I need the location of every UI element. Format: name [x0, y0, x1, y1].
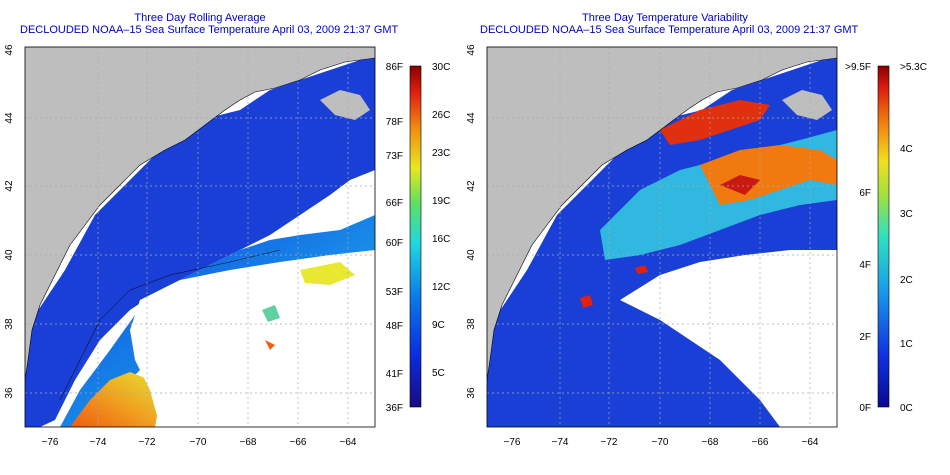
right-map	[487, 47, 837, 427]
right-cb-f-label: 0F	[859, 403, 871, 414]
right-map-frame	[486, 46, 838, 428]
right-lon-tick: −64	[802, 437, 819, 448]
right-colorbar-f-labels: >9.5F 6F 4F 2F 0F	[845, 62, 871, 414]
left-lat-tick: 38	[4, 318, 15, 330]
left-lat-tick: 40	[4, 249, 15, 261]
left-map-frame	[24, 46, 376, 428]
left-cb-c-label: 30C	[432, 62, 450, 73]
right-land	[487, 47, 837, 380]
left-title-main: Three Day Rolling Average	[134, 12, 266, 24]
left-map	[25, 47, 375, 427]
left-cb-f-label: 60F	[386, 238, 403, 249]
right-cb-f-label: >9.5F	[845, 62, 871, 73]
left-lat-tick: 44	[4, 112, 15, 124]
left-title: Three Day Rolling Average DECLOUDED NOAA…	[20, 12, 399, 36]
left-colorbar-c-labels: 30C 26C 23C 19C 16C 12C 9C 5C	[432, 62, 450, 379]
left-eddy-3	[265, 340, 275, 350]
right-cb-f-label: 6F	[859, 188, 871, 199]
right-lon-tick: −70	[652, 437, 669, 448]
left-cb-c-label: 16C	[432, 234, 450, 245]
right-lon-tick: −68	[702, 437, 719, 448]
left-cb-f-label: 73F	[386, 151, 403, 162]
left-cb-c-label: 19C	[432, 196, 450, 207]
left-eddy-2	[262, 305, 280, 322]
right-lon-tick: −66	[752, 437, 769, 448]
left-warm-eddy	[300, 262, 355, 285]
right-cb-c-label: 1C	[900, 339, 913, 350]
right-lat-axis: 46 44 42 40 38 36	[466, 44, 477, 399]
left-title-sub: DECLOUDED NOAA–15 Sea Surface Temperatur…	[20, 24, 399, 36]
right-high-variability	[660, 100, 770, 145]
left-cb-f-label: 66F	[386, 198, 403, 209]
right-lat-tick: 36	[466, 387, 477, 399]
right-lat-tick: 38	[466, 318, 477, 330]
left-lon-tick: −68	[240, 437, 257, 448]
right-cb-c-label: 2C	[900, 275, 913, 286]
right-title-sub: DECLOUDED NOAA–15 Sea Surface Temperatur…	[480, 24, 859, 36]
left-cb-f-label: 78F	[386, 117, 403, 128]
left-colorbar-f-labels: 86F 78F 73F 66F 60F 53F 48F 41F 36F	[386, 62, 403, 414]
left-coastline	[25, 57, 375, 381]
left-cloud-mask	[130, 250, 375, 427]
right-cb-c-label: >5.3C	[900, 62, 927, 73]
left-lat-axis: 46 44 42 40 38 36	[4, 44, 15, 399]
left-lon-tick: −70	[190, 437, 207, 448]
left-cb-f-label: 48F	[386, 321, 403, 332]
left-lat-tick: 42	[4, 180, 15, 192]
left-land	[25, 47, 375, 380]
right-lon-tick: −74	[552, 437, 569, 448]
left-cb-c-label: 5C	[432, 368, 445, 379]
left-isobath	[59, 249, 281, 401]
right-spot-2	[635, 265, 648, 274]
left-cb-f-label: 36F	[386, 403, 403, 414]
left-colorbar	[409, 65, 422, 408]
right-lon-tick: −76	[504, 437, 521, 448]
right-colorbar-c-labels: >5.3C 4C 3C 2C 1C 0C	[900, 62, 927, 414]
right-cb-f-label: 4F	[859, 260, 871, 271]
right-cb-c-label: 0C	[900, 403, 913, 414]
right-coastline	[487, 57, 837, 381]
right-lat-tick: 46	[466, 44, 477, 56]
left-lon-axis: −76 −74 −72 −70 −68 −66 −64	[42, 437, 357, 448]
left-lat-tick: 36	[4, 387, 15, 399]
left-cb-f-label: 53F	[386, 287, 403, 298]
right-nova-scotia	[782, 90, 832, 120]
left-cb-c-label: 23C	[432, 148, 450, 159]
left-gulf-stream	[70, 372, 160, 427]
left-cb-c-label: 26C	[432, 110, 450, 121]
right-colorbar	[877, 65, 890, 408]
left-lon-tick: −74	[90, 437, 107, 448]
left-lat-tick: 46	[4, 44, 15, 56]
right-lat-tick: 44	[466, 112, 477, 124]
left-lon-tick: −66	[290, 437, 307, 448]
right-title-main: Three Day Temperature Variability	[582, 12, 748, 24]
left-cb-f-label: 86F	[386, 62, 403, 73]
right-title: Three Day Temperature Variability DECLOU…	[480, 12, 859, 36]
left-cb-f-label: 41F	[386, 369, 403, 380]
left-cb-c-label: 12C	[432, 282, 450, 293]
right-grid	[487, 47, 837, 427]
right-cloud-mask	[620, 250, 837, 427]
right-lon-tick: −72	[601, 437, 618, 448]
left-lon-tick: −64	[340, 437, 357, 448]
left-cold-water	[25, 58, 375, 427]
right-lon-axis: −76 −74 −72 −70 −68 −66 −64	[504, 437, 819, 448]
right-lat-tick: 42	[466, 180, 477, 192]
right-lat-tick: 40	[466, 249, 477, 261]
left-nova-scotia	[320, 90, 370, 120]
right-spot	[580, 295, 593, 308]
right-cb-f-label: 2F	[859, 332, 871, 343]
right-cb-c-label: 3C	[900, 209, 913, 220]
left-lon-tick: −72	[139, 437, 156, 448]
left-lon-tick: −76	[42, 437, 59, 448]
right-high-variability-3	[720, 175, 760, 195]
left-grid	[25, 47, 375, 427]
left-cb-c-label: 9C	[432, 320, 445, 331]
right-cb-c-label: 4C	[900, 144, 913, 155]
